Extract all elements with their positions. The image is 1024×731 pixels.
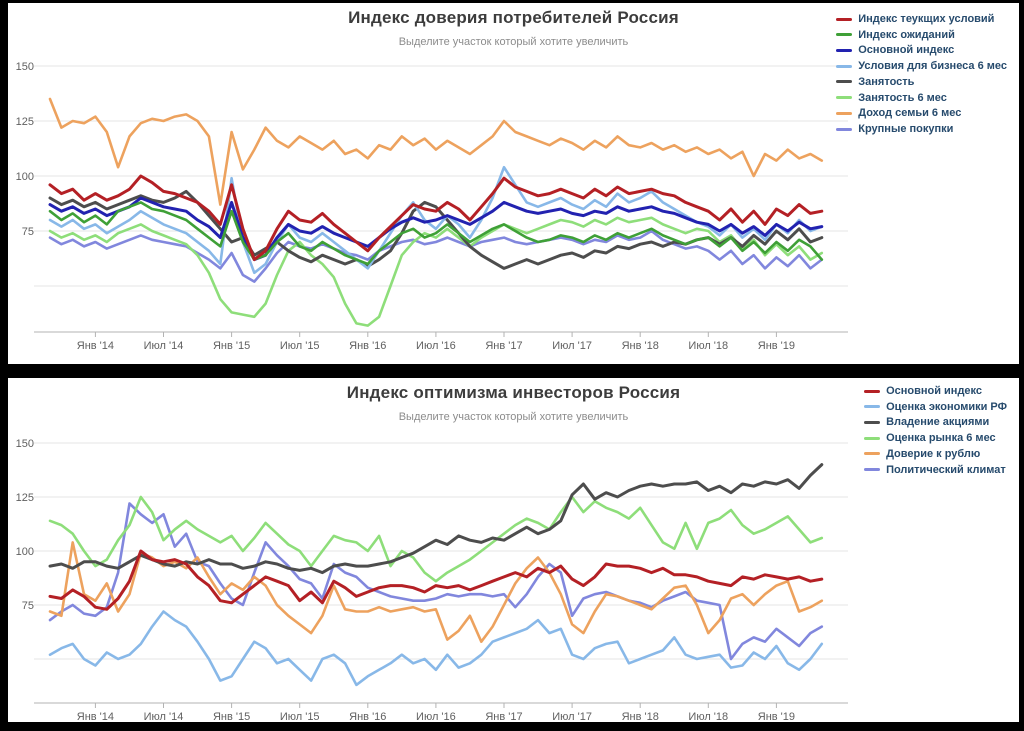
series-line-доход-семьи-6-мес xyxy=(48,97,824,206)
legend-item[interactable]: Условия для бизнеса 6 мес xyxy=(836,60,1007,72)
legend-item[interactable]: Доверие к рублю xyxy=(864,448,1007,460)
legend-item[interactable]: Занятость 6 мес xyxy=(836,92,1007,104)
x-axis-tick-label: Янв '16 xyxy=(349,340,386,352)
legend-item-label: Индекс ожиданий xyxy=(858,28,955,41)
y-axis-tick-label: 100 xyxy=(16,546,34,558)
series-line-занятость-6-мес xyxy=(48,216,824,327)
legend-item-label: Основной индекс xyxy=(858,44,955,57)
legend-swatch-icon xyxy=(864,468,881,472)
chart-title-investor: Индекс оптимизма инвесторов Россия xyxy=(346,383,681,402)
x-axis-tick-label: Июл '18 xyxy=(688,340,728,352)
series-line-индекс-теукщих-условий xyxy=(48,174,824,262)
series-line-индекс-ожиданий xyxy=(48,201,824,266)
x-axis-tick-label: Июл '15 xyxy=(280,711,320,722)
legend-item-label: Основной индекс xyxy=(886,385,983,397)
legend-swatch-icon xyxy=(836,96,853,100)
x-axis-tick-label: Янв '17 xyxy=(485,340,522,352)
y-axis-tick-label: 125 xyxy=(16,116,34,128)
legend-item-label: Оценка рынка 6 мес xyxy=(886,432,996,445)
legend-swatch-icon xyxy=(864,436,881,440)
x-axis-tick-label: Июл '14 xyxy=(144,340,184,352)
legend-swatch-icon xyxy=(864,421,881,424)
legend-swatch-icon xyxy=(864,405,881,409)
legend-item[interactable]: Оценка экономики РФ xyxy=(864,401,1007,413)
legend-swatch-icon xyxy=(864,452,881,456)
x-axis-tick-label: Июл '14 xyxy=(144,711,184,722)
series-line-оценка-экономики-рф xyxy=(48,610,824,687)
x-axis-tick-label: Янв '18 xyxy=(622,711,659,722)
series-line-основной-индекс xyxy=(48,549,824,611)
x-axis-tick-label: Янв '17 xyxy=(485,711,522,722)
legend-swatch-icon xyxy=(836,64,853,68)
legend-swatch-icon xyxy=(836,127,853,131)
legend-investor: Основной индекс Оценка экономики РФ Владен… xyxy=(864,385,1007,479)
legend-item[interactable]: Доход семьи 6 мес xyxy=(836,107,1007,119)
legend-item[interactable]: Индекс теукщих условий xyxy=(836,13,1007,25)
x-axis-tick-label: Июл '17 xyxy=(552,340,592,352)
legend-item[interactable]: Крупные покупки xyxy=(836,123,1007,135)
legend-item-label: Крупные покупки xyxy=(858,122,954,135)
series-line-крупные-покупки xyxy=(48,229,824,283)
x-axis-tick-label: Июл '16 xyxy=(416,340,456,352)
x-axis-tick-label: Июл '16 xyxy=(416,711,456,722)
x-axis-tick-label: Июл '17 xyxy=(552,711,592,722)
legend-item-label: Условия для бизнеса 6 мес xyxy=(858,60,1007,73)
legend-item-label: Доверие к рублю xyxy=(886,447,981,460)
legend-item-label: Занятость 6 мес xyxy=(858,91,947,104)
legend-item[interactable]: Оценка рынка 6 мес xyxy=(864,432,1007,444)
series-line-владение-акциями xyxy=(48,463,824,575)
legend-item-label: Политический климат xyxy=(886,463,1006,476)
investor-optimism-plot-area[interactable]: 150 125 100 75 Янв '14 Июл '14 Янв '15 Июл '15 Я… xyxy=(8,378,1019,722)
x-axis-tick-label: Янв '18 xyxy=(622,340,659,352)
legend-swatch-icon xyxy=(836,49,853,52)
y-axis-tick-label: 150 xyxy=(16,438,34,450)
chart-title-consumer: Индекс доверия потребителей Россия xyxy=(348,8,679,27)
legend-item-label: Владение акциями xyxy=(886,416,990,429)
x-axis-tick-label: Янв '15 xyxy=(213,340,250,352)
legend-item-label: Занятость xyxy=(858,75,915,88)
consumer-confidence-chart-panel: Индекс доверия потребителей Россия Выдел… xyxy=(8,3,1019,364)
legend-item[interactable]: Владение акциями xyxy=(864,416,1007,428)
chart-subtitle-consumer: Выделите участок который хотите увеличит… xyxy=(398,36,629,48)
y-axis-tick-label: 100 xyxy=(16,171,34,183)
x-axis-tick-label: Янв '19 xyxy=(758,340,795,352)
legend-item[interactable]: Индекс ожиданий xyxy=(836,29,1007,41)
x-axis-tick-label: Янв '14 xyxy=(77,711,114,722)
legend-item[interactable]: Политический климат xyxy=(864,464,1007,476)
legend-item-label: Доход семьи 6 мес xyxy=(858,107,962,120)
legend-swatch-icon xyxy=(836,80,853,84)
y-axis-tick-label: 75 xyxy=(22,226,34,238)
x-axis-tick-label: Июл '18 xyxy=(688,711,728,722)
series-line-основной-индекс xyxy=(48,196,824,262)
legend-item-label: Оценка экономики РФ xyxy=(886,400,1007,413)
y-axis-tick-label: 125 xyxy=(16,492,34,504)
series-line-оценка-рынка-6-мес xyxy=(48,495,824,583)
legend-swatch-icon xyxy=(836,17,853,21)
legend-swatch-icon xyxy=(836,111,853,115)
x-axis-tick-label: Янв '16 xyxy=(349,711,386,722)
legend-swatch-icon xyxy=(836,33,853,37)
chart-subtitle-investor: Выделите участок который хотите увеличит… xyxy=(398,411,629,423)
series-line-доверие-к-рублю xyxy=(48,541,824,644)
y-axis-tick-label: 75 xyxy=(22,600,34,612)
legend-item[interactable]: Основной индекс xyxy=(864,385,1007,397)
legend-swatch-icon xyxy=(864,389,881,393)
consumer-confidence-plot-area[interactable]: 150 125 100 75 Янв '14 Июл '14 Янв '15 Июл '15 Я… xyxy=(8,3,1019,364)
investor-optimism-chart-panel: Индекс оптимизма инвесторов Россия Выдел… xyxy=(8,378,1019,722)
legend-item-label: Индекс теукщих условий xyxy=(858,13,995,25)
x-axis-tick-label: Июл '15 xyxy=(280,340,320,352)
legend-consumer: Индекс теукщих условий Индекс ожиданий Осн… xyxy=(836,13,1007,139)
x-axis-tick-label: Янв '19 xyxy=(758,711,795,722)
y-axis-tick-label: 150 xyxy=(16,61,34,73)
x-axis-tick-label: Янв '15 xyxy=(213,711,250,722)
legend-item[interactable]: Занятость xyxy=(836,76,1007,88)
x-axis-tick-label: Янв '14 xyxy=(77,340,114,352)
legend-item[interactable]: Основной индекс xyxy=(836,44,1007,56)
